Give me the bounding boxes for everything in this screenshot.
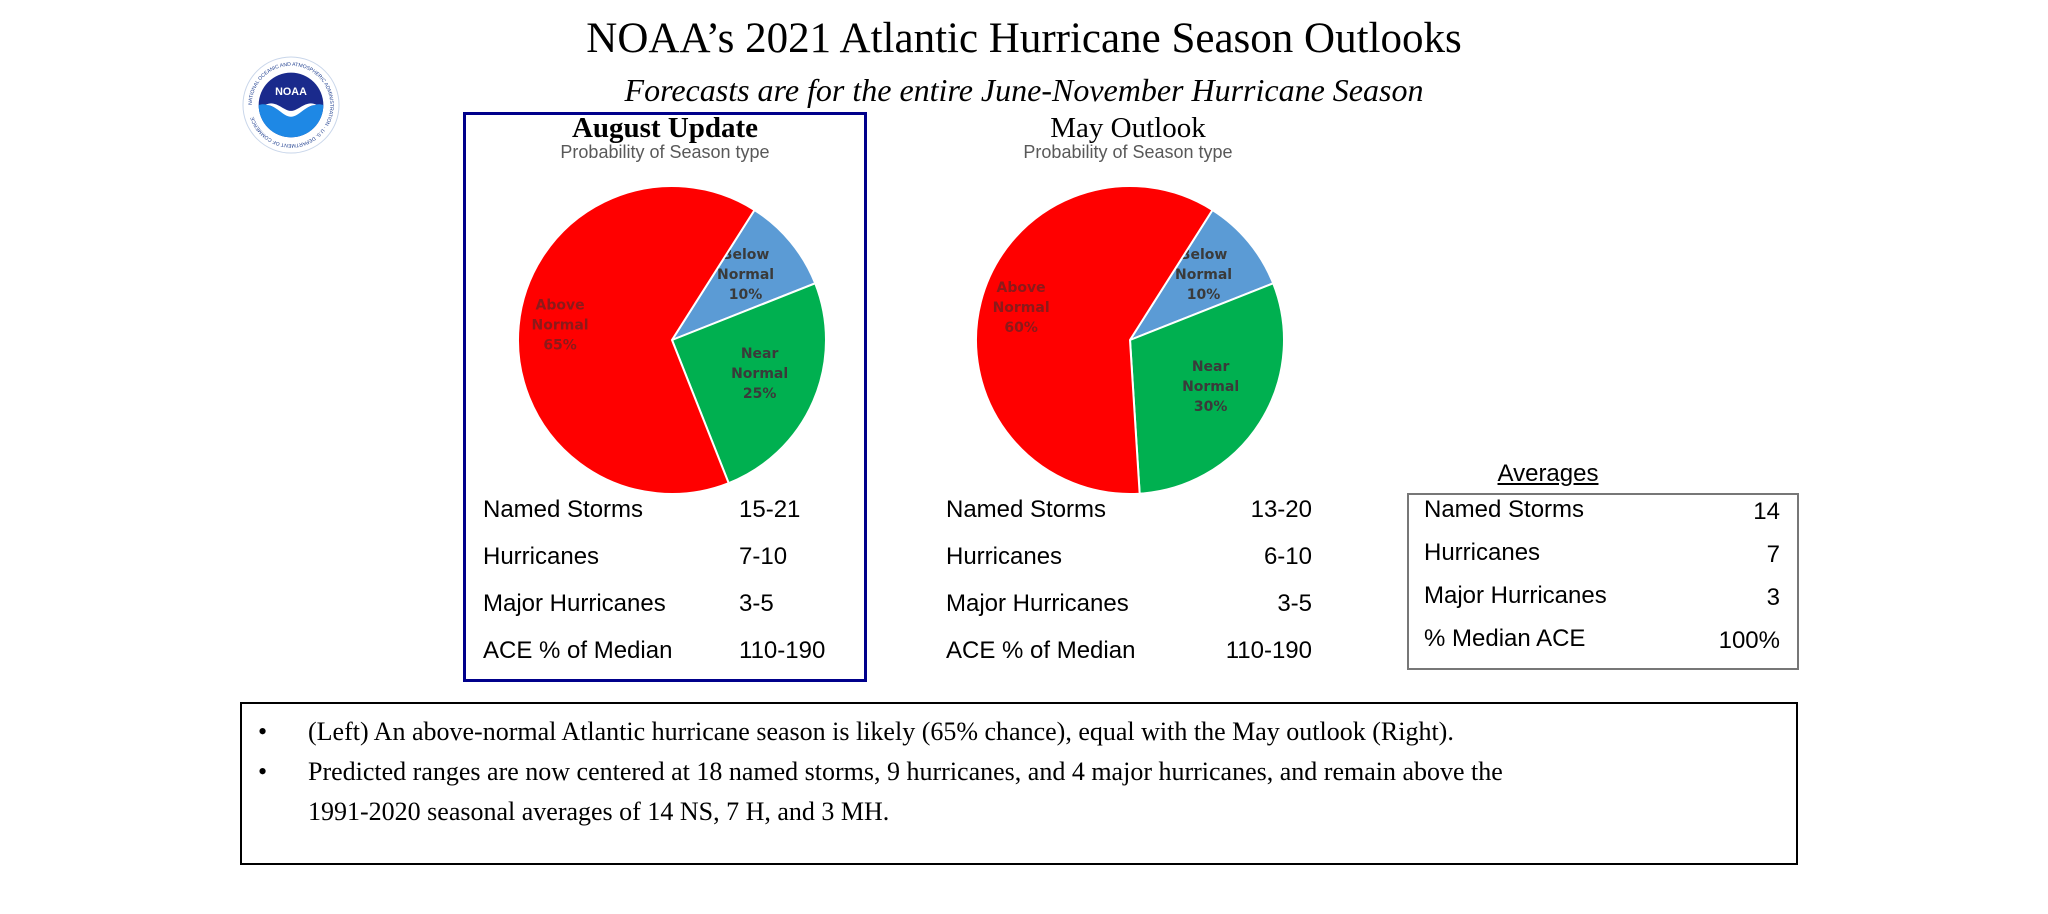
may-stat-label: ACE % of Median: [946, 637, 1136, 664]
august-pie-subtitle: Probability of Season type: [560, 142, 770, 162]
note-line-2: Predicted ranges are now centered at 18 …: [308, 757, 1503, 786]
averages-table: [1407, 493, 1799, 670]
slice-label: Above Normal 60%: [993, 280, 1050, 336]
slice-near-normal: [1128, 282, 1285, 495]
averages-label: % Median ACE: [1424, 625, 1586, 652]
averages-value: 14: [1753, 498, 1780, 525]
slice-below-normal: [669, 208, 817, 343]
august-stat-label: ACE % of Median: [483, 637, 673, 664]
averages-value: 100%: [1718, 627, 1780, 654]
august-stat-value: 7-10: [739, 543, 788, 570]
averages-title: Averages: [1497, 460, 1599, 487]
august-pie-chart: Below Normal 10% Near Normal 25% Above Normal 65…: [517, 185, 827, 495]
may-stat-value: 3-5: [1277, 590, 1312, 617]
may-stat-label: Named Storms: [946, 496, 1107, 523]
averages-label: Hurricanes: [1424, 539, 1541, 566]
august-stat-value: 15-21: [739, 496, 801, 523]
may-stat-value: 110-190: [1225, 637, 1312, 664]
slice-label: Near Normal 25%: [731, 346, 788, 402]
slice-label: Above Normal 65%: [532, 297, 589, 353]
august-stat-label: Hurricanes: [483, 543, 600, 570]
may-stat-label: Hurricanes: [946, 543, 1063, 570]
page-title: NOAA’s 2021 Atlantic Hurricane Season Ou…: [586, 15, 1462, 62]
august-stat-label: Major Hurricanes: [483, 590, 666, 617]
august-update-frame: [463, 112, 867, 682]
slice-label: Below Normal 10%: [1175, 247, 1232, 303]
august-stat-value: 110-190: [739, 637, 826, 664]
slice-above-normal: [975, 185, 1214, 495]
slice-label: Near Normal 30%: [1182, 359, 1239, 415]
averages-value: 7: [1766, 541, 1780, 568]
logo-text: NOAA: [275, 86, 307, 98]
noaa-logo: NATIONAL OCEANIC AND ATMOSPHERIC ADMINIS…: [242, 56, 340, 154]
may-stat-label: Major Hurricanes: [946, 590, 1129, 617]
slice-below-normal: [1127, 208, 1275, 343]
may-pie-chart: Below Normal 10% Near Normal 30% Above Normal 60…: [975, 185, 1285, 495]
bullet-icon: •: [258, 717, 268, 746]
slice-above-normal: [517, 185, 756, 495]
may-title: May Outlook: [1050, 112, 1206, 144]
may-stat-value: 6-10: [1263, 543, 1312, 570]
may-pie-subtitle: Probability of Season type: [1023, 142, 1233, 162]
notes-box: • (Left) An above-normal Atlantic hurric…: [240, 702, 1798, 865]
page-subtitle: Forecasts are for the entire June-Novemb…: [624, 72, 1424, 108]
bullet-icon: •: [258, 757, 268, 786]
averages-value: 3: [1766, 584, 1780, 611]
august-pie: Below Normal 10% Near Normal 25% Above Normal 65…: [517, 185, 827, 495]
may-pie: Below Normal 10% Near Normal 30% Above Normal 60…: [975, 185, 1285, 495]
averages-label: Named Storms: [1424, 496, 1585, 523]
slice-label: Below Normal 10%: [717, 247, 774, 303]
august-stat-value: 3-5: [739, 590, 774, 617]
august-stat-label: Named Storms: [483, 496, 644, 523]
note-line-3: 1991-2020 seasonal averages of 14 NS, 7 …: [308, 797, 890, 826]
note-line-1: (Left) An above-normal Atlantic hurrican…: [308, 717, 1454, 746]
averages-label: Major Hurricanes: [1424, 582, 1607, 609]
august-title: August Update: [571, 112, 759, 144]
slice-near-normal: [670, 282, 827, 485]
may-stat-value: 13-20: [1250, 496, 1312, 523]
